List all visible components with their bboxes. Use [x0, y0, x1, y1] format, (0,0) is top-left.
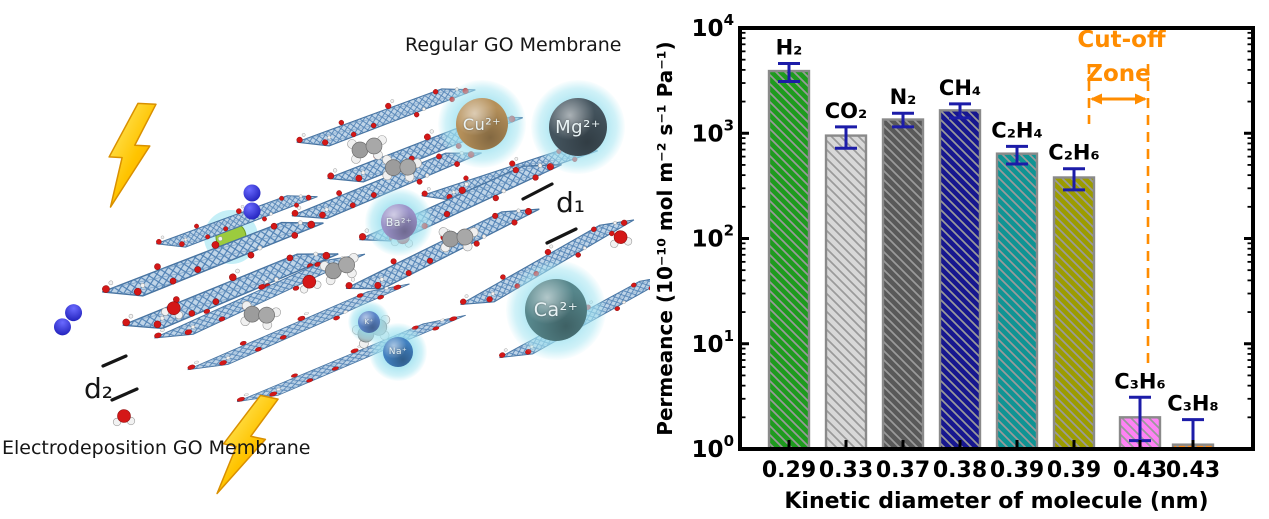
y-tick-label-1: 101	[692, 327, 734, 358]
bar-hatch	[997, 153, 1037, 450]
regular-go-membrane-label: Regular GO Membrane	[405, 34, 622, 56]
d1-bracket-line	[521, 182, 554, 201]
d1-bracket-line	[545, 227, 578, 245]
d1-spacing-label: d₁	[556, 186, 585, 219]
x-tick-label-0: 0.29	[762, 458, 816, 483]
bar-hatch	[769, 71, 809, 449]
n2-molecule-icon	[50, 300, 86, 339]
permeance-bar-chart: Cut-off Zone 100 101 102 103 104 H₂ CO₂ N₂ CH₄ C₂H₄…	[653, 11, 1255, 514]
bar-label-6: C₃H₆	[1114, 369, 1165, 393]
error-bar-4	[1006, 144, 1028, 166]
go-membrane-illustration: Cu²⁺ Mg²⁺ Ba²⁺ Ca²⁺ K⁺ Na⁺ Regular GO Membran…	[2, 34, 650, 503]
cutoff-range-arrow	[1090, 93, 1147, 105]
bar-label-1: CO₂	[825, 99, 867, 123]
y-tick-label-4: 104	[692, 11, 734, 42]
y-axis-title: Permeance (10⁻¹⁰ mol m⁻² s⁻¹ Pa⁻¹)	[653, 41, 677, 435]
x-axis-title: Kinetic diameter of molecule (nm)	[784, 489, 1208, 514]
bar-label-2: N₂	[890, 85, 917, 109]
bar-hatch	[1054, 177, 1094, 449]
cutoff-label-line1: Cut-off	[1077, 27, 1166, 53]
bar-hatch	[826, 135, 866, 449]
error-bar-1	[835, 125, 857, 150]
error-bar-3	[949, 102, 971, 120]
x-tick-label-2: 0.37	[876, 458, 930, 483]
membrane-scene-svg	[50, 81, 650, 503]
d2-bracket-line	[110, 387, 139, 402]
x-tick-label-7: 0.43	[1166, 458, 1220, 483]
bar-hatch	[883, 119, 923, 449]
y-tick-label-3: 103	[692, 116, 734, 147]
d2-spacing-label: d₂	[84, 372, 113, 405]
bar-label-4: C₂H₄	[991, 118, 1042, 142]
bar-group-1	[824, 134, 868, 451]
bar-label-3: CH₄	[939, 76, 981, 100]
bar-group-3	[938, 109, 982, 451]
bar-group-4	[995, 152, 1039, 451]
lightning-icon	[105, 101, 157, 210]
permeance-chart-panel: Cut-off Zone 100 101 102 103 104 H₂ CO₂ N₂ CH₄ C₂H₄…	[650, 0, 1269, 519]
x-tick-label-1: 0.33	[819, 458, 873, 483]
d-spacing-lines	[101, 182, 578, 402]
bar-group-0	[767, 69, 811, 451]
electrodeposition-go-membrane-label: Electrodeposition GO Membrane	[2, 437, 311, 459]
water-molecule-icon	[112, 409, 136, 427]
error-bar-5	[1063, 167, 1085, 192]
x-tick-label-3: 0.38	[933, 458, 987, 483]
bar-group-5	[1052, 176, 1096, 451]
bar-label-0: H₂	[776, 35, 803, 59]
x-tick-label-4: 0.39	[990, 458, 1044, 483]
x-tick-label-5: 0.39	[1047, 458, 1101, 483]
bar-label-7: C₃H₈	[1167, 392, 1218, 416]
axis-ticks	[740, 26, 1253, 451]
bar-hatch	[940, 110, 980, 450]
y-tick-label-2: 102	[692, 222, 734, 253]
error-bar-0	[778, 61, 800, 84]
y-tick-label-0: 100	[692, 432, 734, 463]
error-bar-2	[892, 111, 914, 129]
d2-bracket-line	[101, 354, 128, 368]
bar-label-5: C₂H₆	[1048, 141, 1099, 165]
n2-molecule-icon	[243, 184, 261, 220]
x-tick-label-6: 0.43	[1113, 458, 1167, 483]
bar-group-2	[881, 118, 925, 451]
cutoff-label-line2: Zone	[1086, 61, 1150, 87]
